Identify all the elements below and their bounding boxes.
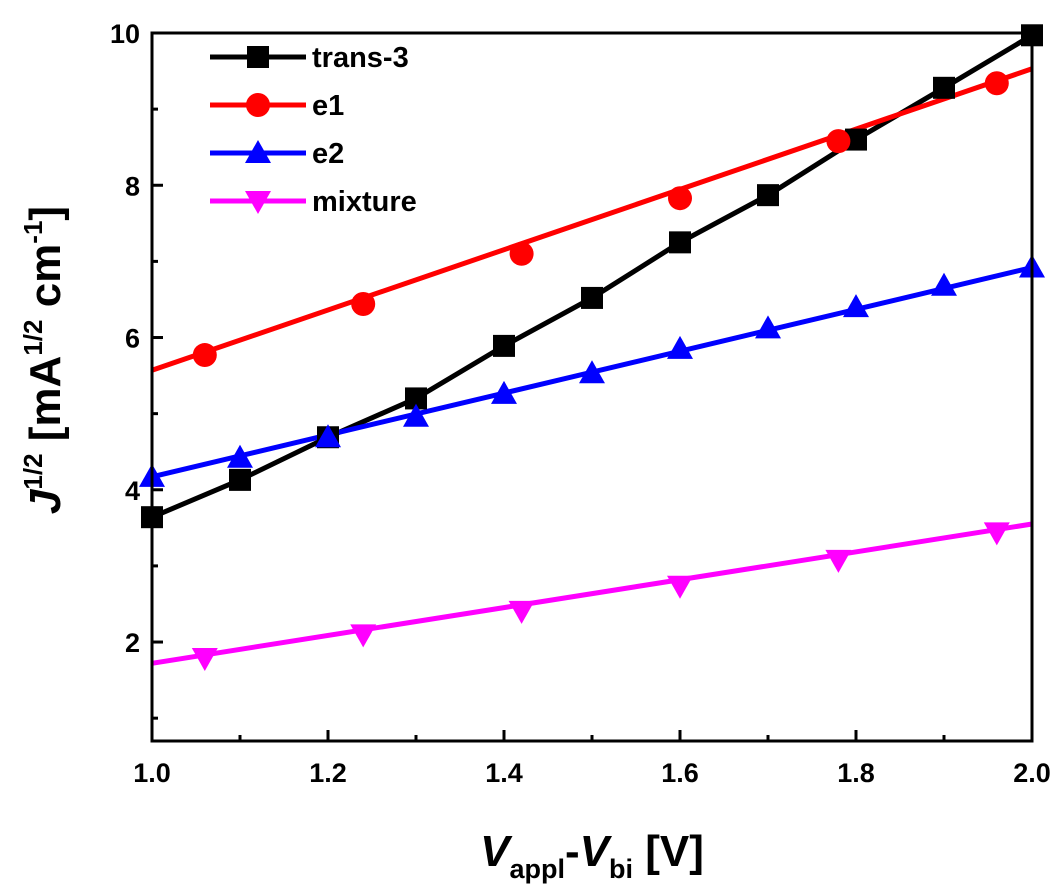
data-point-mixture <box>983 522 1010 546</box>
legend: trans-3 e1 e2 mixture <box>210 42 417 218</box>
x-tick-label: 1.4 <box>485 758 523 788</box>
data-point-e2 <box>931 272 957 296</box>
data-point-trans-3 <box>845 128 867 151</box>
data-point-mixture <box>825 549 852 573</box>
data-point-trans-3 <box>493 334 515 357</box>
y-tick-label: 6 <box>125 324 140 354</box>
x-tick-label: 1.0 <box>133 758 171 788</box>
data-point-e1 <box>509 241 534 266</box>
data-point-trans-3 <box>933 76 955 99</box>
data-point-e2 <box>403 403 429 427</box>
x-tick-label: 1.2 <box>309 758 347 788</box>
data-point-e1 <box>351 292 376 317</box>
data-point-e2 <box>843 294 869 318</box>
x-axis-title-v1: V <box>480 827 513 876</box>
x-axis-title-unit: [V] <box>633 827 704 876</box>
legend-label-trans-3: trans-3 <box>312 42 409 74</box>
data-point-e1 <box>668 186 692 211</box>
data-point-mixture <box>667 575 693 599</box>
data-point-trans-3 <box>757 184 779 207</box>
legend-marker-mixture <box>245 191 271 214</box>
y-tick-label: 10 <box>110 19 140 49</box>
y-tick-label: 4 <box>125 476 140 506</box>
y-axis-title-sup1: 1/2 <box>18 453 48 489</box>
tick-labels: 1.0 1.2 1.4 1.6 1.8 2.0 2 4 6 8 10 <box>110 19 1051 788</box>
data-point-e2 <box>491 380 517 404</box>
data-point-e2 <box>667 335 693 359</box>
data-point-e2 <box>755 315 781 339</box>
data-point-e1 <box>192 343 217 368</box>
y-axis-title-cm: cm <box>21 244 70 320</box>
y-axis-title-sup2: 1/2 <box>18 320 48 356</box>
x-tick-label: 1.8 <box>837 758 875 788</box>
data-point-mixture <box>191 648 218 672</box>
data-point-mixture <box>508 600 535 624</box>
data-point-e2 <box>227 444 253 468</box>
axis-ticks <box>150 31 1034 741</box>
plot-markers <box>139 24 1045 672</box>
data-point-trans-3 <box>581 286 603 309</box>
x-tick-label: 2.0 <box>1013 758 1051 788</box>
legend-label-mixture: mixture <box>312 186 417 218</box>
legend-marker-trans-3 <box>247 46 269 68</box>
y-axis-title-sup3: -1 <box>18 221 48 244</box>
legend-marker-e2 <box>245 140 271 163</box>
y-axis-title: J1/2 [mA1/2 cm-1] <box>18 206 70 514</box>
x-axis-title-dash: - <box>565 827 580 876</box>
x-axis-title: Vappl-Vbi [V] <box>480 827 704 884</box>
legend-label-e1: e1 <box>312 90 344 122</box>
data-point-trans-3 <box>669 231 691 254</box>
y-axis-title-open: [mA <box>21 356 70 454</box>
y-axis-title-close: ] <box>21 206 70 221</box>
x-axis-title-sub1: appl <box>509 854 565 884</box>
data-point-trans-3 <box>229 468 251 491</box>
data-point-e2 <box>315 424 341 448</box>
data-point-e1 <box>826 129 851 154</box>
series-line-mixture <box>151 521 1033 666</box>
y-tick-label: 8 <box>125 171 140 201</box>
data-point-mixture <box>350 624 377 648</box>
y-axis-title-j: J <box>21 488 70 514</box>
x-axis-title-v2: V <box>580 827 613 876</box>
series-line-e1 <box>151 66 1033 373</box>
data-point-trans-3 <box>405 387 427 410</box>
data-point-e1 <box>984 71 1009 96</box>
legend-marker-e1 <box>246 93 270 117</box>
x-tick-label: 1.6 <box>661 758 699 788</box>
y-tick-label: 2 <box>125 628 140 658</box>
legend-label-e2: e2 <box>312 138 344 170</box>
x-axis-title-sub2: bi <box>609 854 633 884</box>
data-point-e2 <box>579 360 605 384</box>
